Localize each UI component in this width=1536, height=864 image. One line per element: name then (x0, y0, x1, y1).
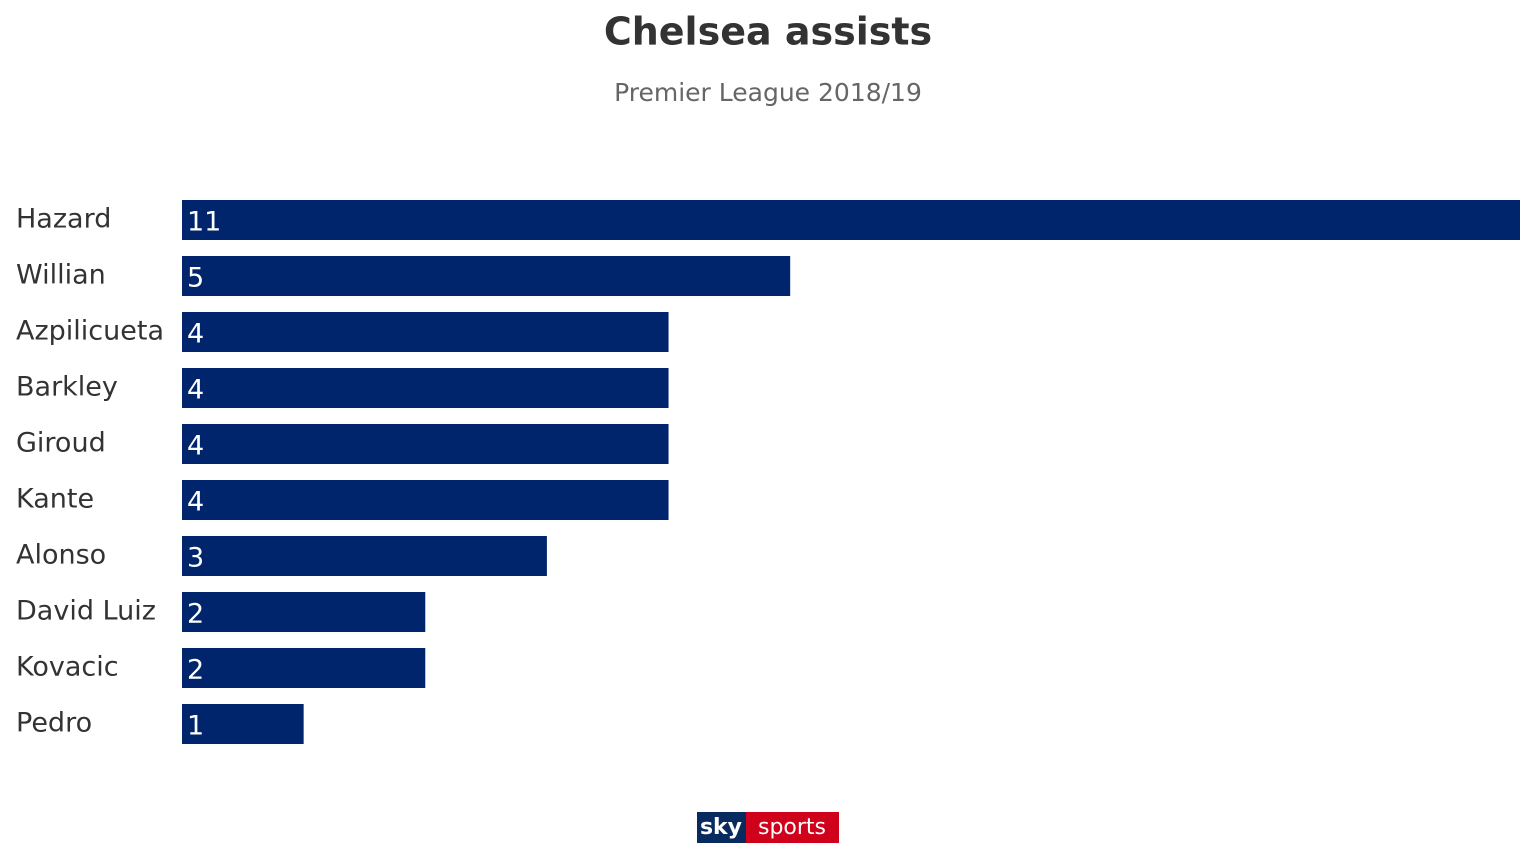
category-label: Barkley (16, 372, 118, 403)
value-label: 5 (187, 263, 204, 294)
logo-left-text: sky (700, 815, 742, 840)
logo-right-box (746, 812, 839, 843)
bar (182, 592, 426, 632)
bar (182, 256, 791, 296)
bar (182, 200, 1520, 240)
category-label: Giroud (16, 428, 106, 459)
value-label: 11 (187, 207, 221, 238)
value-label: 2 (187, 655, 204, 686)
value-label: 4 (187, 431, 204, 462)
bar (182, 536, 547, 576)
category-label: Pedro (16, 708, 92, 739)
category-label: Kante (16, 484, 94, 515)
value-label: 1 (187, 711, 204, 742)
chart-subtitle: Premier League 2018/19 (614, 78, 922, 107)
bar (182, 312, 669, 352)
category-label: Kovacic (16, 652, 119, 683)
bar (182, 368, 669, 408)
logo-left-box (697, 812, 746, 843)
category-label: David Luiz (16, 596, 156, 627)
logo-right-text: sports (758, 815, 826, 840)
category-label: Willian (16, 260, 106, 291)
chart-title: Chelsea assists (604, 10, 932, 54)
bar (182, 480, 669, 520)
value-label: 4 (187, 319, 204, 350)
bar (182, 424, 669, 464)
category-label: Hazard (16, 204, 111, 235)
value-label: 4 (187, 375, 204, 406)
logo: sky sports (697, 812, 839, 843)
value-label: 2 (187, 599, 204, 630)
value-label: 3 (187, 543, 204, 574)
category-label: Alonso (16, 540, 106, 571)
value-label: 4 (187, 487, 204, 518)
bar (182, 648, 426, 688)
bar (182, 704, 304, 744)
category-label: Azpilicueta (16, 316, 164, 347)
